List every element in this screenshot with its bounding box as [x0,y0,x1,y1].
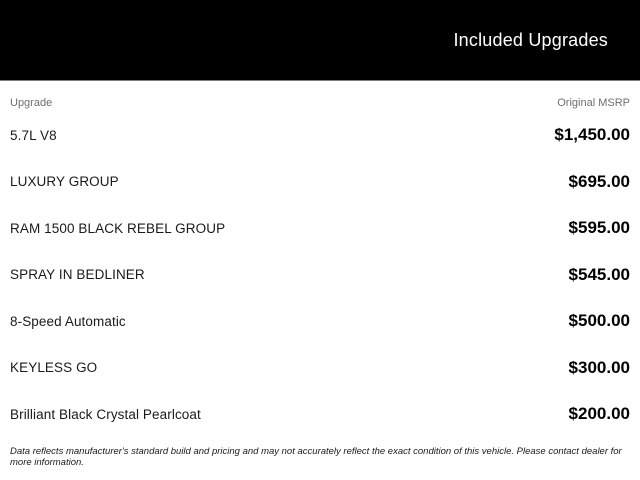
upgrade-name: LUXURY GROUP [10,174,119,190]
table-row: 5.7L V8 $1,450.00 [10,112,630,159]
table-header-row: Upgrade Original MSRP [10,81,630,109]
upgrade-name: 5.7L V8 [10,127,57,143]
table-row: 8-Speed Automatic $500.00 [10,298,630,345]
table-row: KEYLESS GO $300.00 [10,345,630,392]
upgrades-list: 5.7L V8 $1,450.00 LUXURY GROUP $695.00 R… [10,112,630,438]
column-header-upgrade: Upgrade [10,97,53,109]
upgrade-name: RAM 1500 BLACK REBEL GROUP [10,220,226,236]
upgrade-name: Brilliant Black Crystal Pearlcoat [10,406,201,422]
table-row: SPRAY IN BEDLINER $545.00 [10,252,630,299]
page-title: Included Upgrades [453,29,608,50]
table-row: Brilliant Black Crystal Pearlcoat $200.0… [10,391,630,438]
upgrade-msrp: $300.00 [568,357,630,377]
upgrade-name: SPRAY IN BEDLINER [10,267,145,283]
table-row: LUXURY GROUP $695.00 [10,159,630,206]
upgrade-msrp: $545.00 [568,264,630,284]
upgrade-name: 8-Speed Automatic [10,313,126,329]
upgrade-msrp: $500.00 [568,311,630,331]
upgrade-msrp: $1,450.00 [554,125,630,145]
upgrade-name: KEYLESS GO [10,360,98,376]
disclaimer-text: Data reflects manufacturer's standard bu… [10,445,622,468]
upgrade-msrp: $595.00 [568,218,630,238]
upgrade-msrp: $200.00 [568,404,630,424]
upgrades-table: Upgrade Original MSRP 5.7L V8 $1,450.00 … [0,81,640,468]
upgrade-msrp: $695.00 [568,171,630,191]
table-row: RAM 1500 BLACK REBEL GROUP $595.00 [10,205,630,252]
column-header-original-msrp: Original MSRP [557,97,630,109]
included-upgrades-banner: Included Upgrades [0,0,640,81]
